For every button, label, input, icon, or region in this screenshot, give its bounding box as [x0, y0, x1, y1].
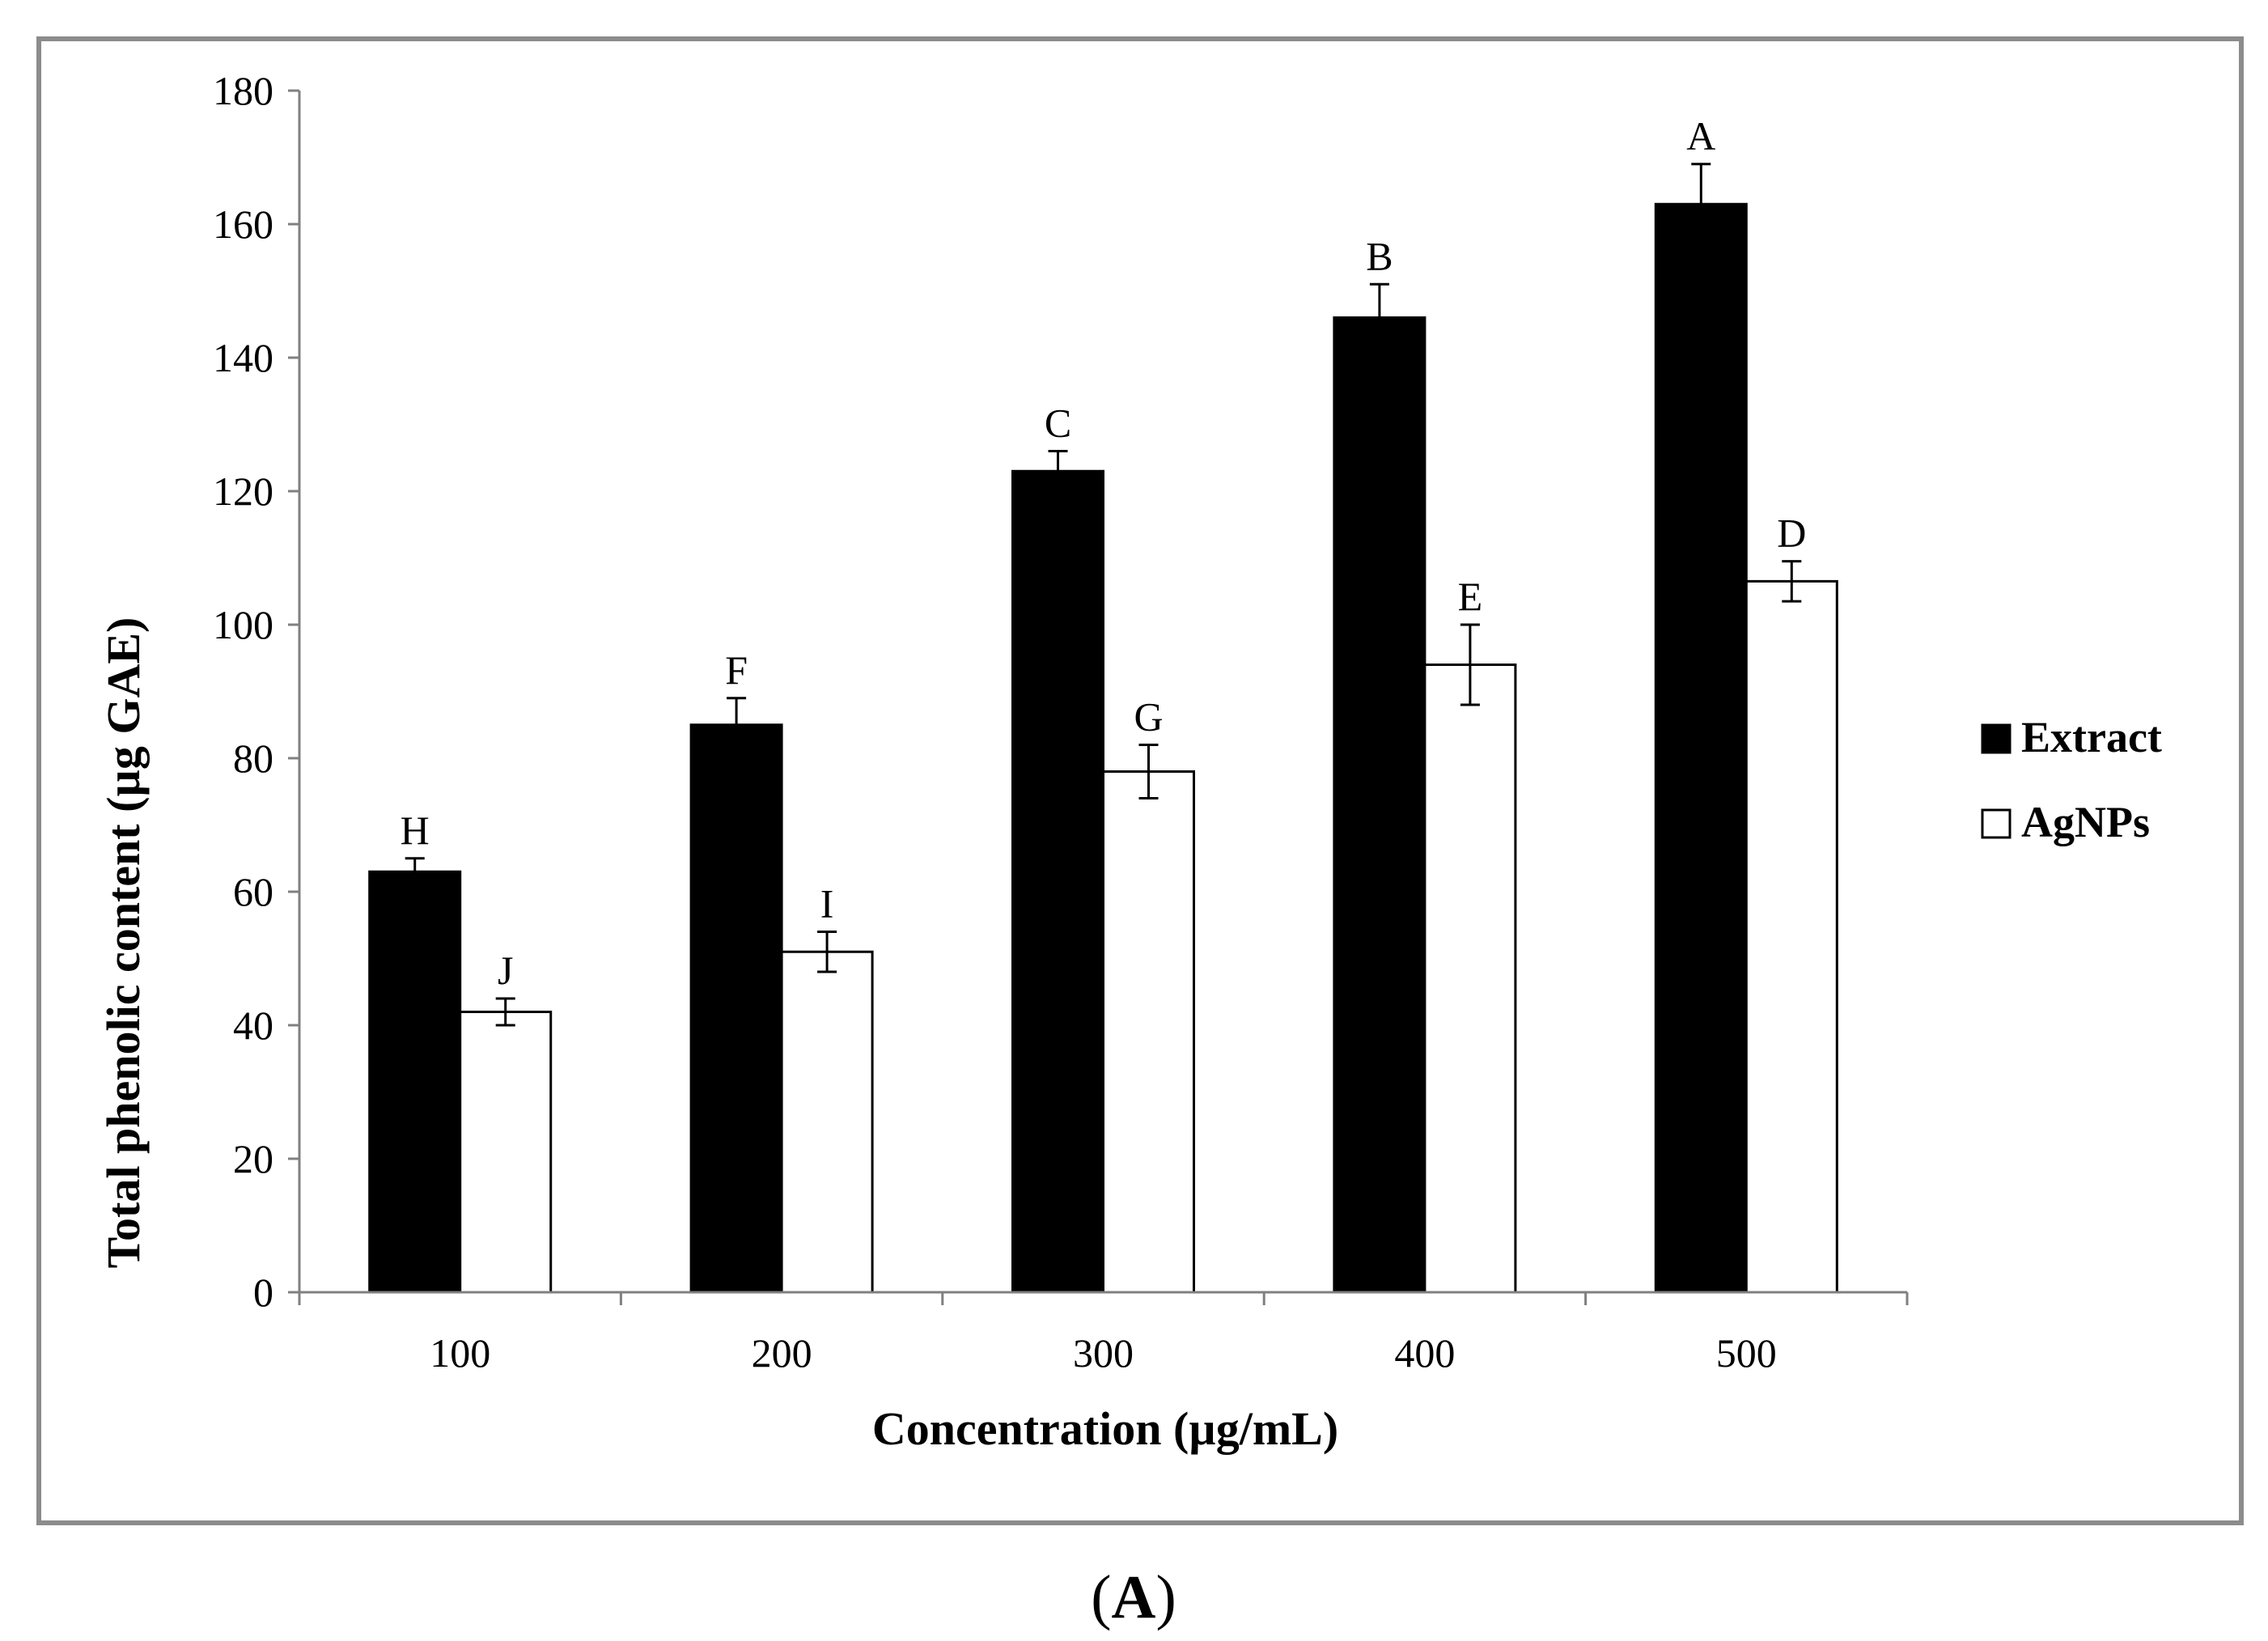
legend-swatch-agnps: [1981, 808, 2012, 839]
error-bar-extract: [1048, 450, 1068, 493]
significance-letter: A: [1686, 113, 1715, 159]
error-bar-extract: [1369, 282, 1389, 353]
y-tick-label: 0: [253, 1270, 273, 1315]
y-axis-title: Total phenolic content (µg GAE): [97, 617, 150, 1269]
legend: Extract AgNPs: [1981, 713, 2162, 846]
bar-extract: [1011, 469, 1104, 1294]
y-tick-label: 180: [213, 68, 273, 113]
y-axis-ticks: 0 20 40 60 80 100 120 140 160 180: [213, 68, 299, 1315]
error-bar-agnps: [1138, 744, 1159, 799]
legend-label-extract: Extract: [2021, 713, 2162, 761]
x-axis-ticks: 100 200 300 400 500: [298, 1292, 1909, 1376]
error-bar-extract: [727, 697, 747, 753]
y-tick-label: 100: [213, 602, 273, 647]
bar-agnps: [1102, 770, 1195, 1294]
significance-letter: B: [1366, 233, 1393, 278]
x-axis-title: Concentration (µg/mL): [872, 1402, 1338, 1455]
y-tick-label: 20: [233, 1136, 273, 1181]
significance-letter: E: [1458, 574, 1483, 619]
significance-letter: C: [1045, 401, 1071, 446]
bar-extract: [1654, 202, 1748, 1294]
error-bars: [405, 163, 1802, 1027]
significance-letter: D: [1777, 511, 1806, 556]
error-bar-agnps: [495, 997, 515, 1027]
y-tick-label: 60: [233, 869, 273, 914]
significance-letter: G: [1134, 694, 1163, 740]
significance-letter: I: [820, 881, 834, 927]
bar-extract: [368, 870, 462, 1294]
x-tick-label: 100: [430, 1330, 490, 1376]
bar-agnps: [459, 1011, 553, 1294]
legend-swatch-extract: [1981, 723, 2012, 754]
bar-agnps: [780, 950, 874, 1294]
bar-agnps: [1423, 664, 1517, 1294]
x-tick-label: 500: [1716, 1330, 1777, 1376]
error-bar-extract: [1691, 163, 1711, 246]
legend-label-agnps: AgNPs: [2021, 798, 2150, 846]
bar-extract: [689, 723, 783, 1294]
error-bar-agnps: [1782, 560, 1802, 603]
y-tick-label: 160: [213, 201, 273, 247]
significance-letter: J: [498, 948, 513, 993]
x-tick-label: 300: [1073, 1330, 1134, 1376]
x-tick-label: 400: [1394, 1330, 1455, 1376]
y-tick-label: 80: [233, 736, 273, 781]
error-bar-extract: [405, 857, 425, 887]
bars: [368, 202, 1838, 1294]
y-tick-label: 120: [213, 469, 273, 514]
error-bar-agnps: [1460, 623, 1480, 706]
significance-letter: F: [725, 647, 748, 693]
panel-label-letter: A: [1112, 1563, 1156, 1631]
y-tick-label: 140: [213, 335, 273, 380]
bar-agnps: [1744, 579, 1838, 1294]
panel-label: (A): [1091, 1563, 1176, 1631]
x-tick-label: 200: [752, 1330, 812, 1376]
significance-letters: H F C B A J I G E D: [401, 113, 1807, 993]
y-tick-label: 40: [233, 1003, 273, 1048]
significance-letter: H: [401, 808, 430, 853]
bar-extract: [1333, 316, 1427, 1294]
error-bar-agnps: [817, 931, 837, 973]
